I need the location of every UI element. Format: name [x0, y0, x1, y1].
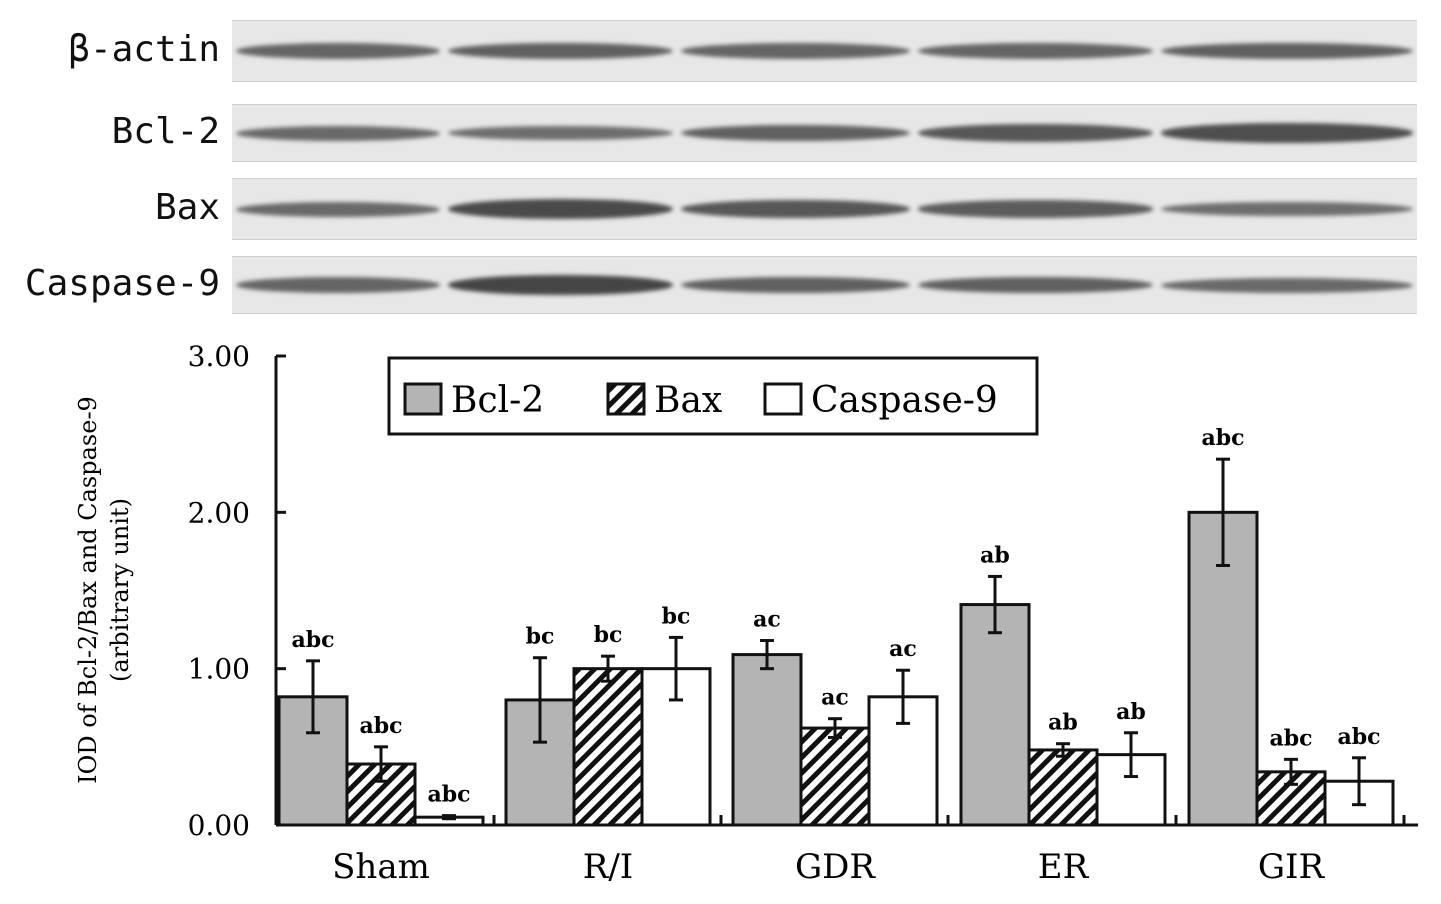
legend-swatch-bax [606, 382, 646, 416]
blot-band [681, 200, 910, 218]
blot-band [1161, 42, 1413, 60]
significance-label: abc [291, 627, 334, 653]
legend-label: Caspase-9 [811, 380, 998, 421]
significance-label: ac [821, 685, 849, 711]
significance-label: bc [594, 622, 623, 648]
blot-band [236, 43, 440, 59]
blot-band [448, 274, 673, 296]
bar-bax [799, 726, 871, 827]
blot-band [448, 199, 673, 219]
significance-label: abc [1337, 724, 1380, 750]
bar-bcl-2 [959, 603, 1031, 827]
significance-label: ac [753, 607, 781, 633]
significance-label: bc [662, 603, 691, 629]
significance-label: ab [1116, 699, 1146, 725]
blot-band [448, 42, 673, 60]
blot-band [918, 200, 1153, 218]
blot-band [236, 201, 440, 217]
significance-label: ab [1048, 710, 1078, 736]
legend-box [387, 356, 1039, 436]
blot-label: Caspase-9 [24, 263, 220, 304]
x-tick-label: GDR [795, 847, 876, 887]
blot-label: Bax [154, 187, 220, 228]
x-tick-label: Sham [332, 847, 430, 887]
blot-band [918, 43, 1153, 59]
blot-band [681, 276, 910, 294]
significance-label: abc [359, 713, 402, 739]
blot-strip [232, 104, 1417, 162]
x-tick-label: GIR [1258, 847, 1326, 887]
blot-band [918, 276, 1153, 294]
blot-band [1161, 277, 1413, 293]
y-tick-label: 2.00 [188, 496, 250, 529]
blot-strip [232, 256, 1417, 314]
blot-label: β-actin [68, 29, 220, 70]
blot-label: Bcl-2 [111, 111, 220, 152]
blot-band [1161, 123, 1413, 143]
significance-label: abc [1201, 425, 1244, 451]
bar-bax [572, 667, 644, 827]
blot-band [681, 43, 910, 59]
blot-band [448, 125, 673, 141]
legend-swatch-caspase-9 [763, 382, 803, 416]
blot-strip [232, 20, 1417, 82]
significance-label: bc [526, 624, 555, 650]
bar-bax [1027, 748, 1099, 827]
significance-label: abc [1269, 725, 1312, 751]
significance-label: abc [427, 782, 470, 808]
legend-label: Bcl-2 [451, 380, 544, 421]
legend-label: Bax [654, 380, 722, 421]
x-tick-label: ER [1038, 847, 1090, 887]
blot-band [918, 124, 1153, 142]
significance-label: ac [889, 636, 917, 662]
blot-band [681, 124, 910, 142]
y-tick-label: 0.00 [188, 809, 250, 842]
legend-swatch-bcl-2 [403, 382, 443, 416]
blot-band [236, 125, 440, 141]
y-tick-label: 1.00 [188, 653, 250, 686]
x-tick-label: R/I [583, 847, 634, 887]
blot-band [236, 277, 440, 293]
y-tick-label: 3.00 [188, 340, 250, 373]
blot-band [1161, 201, 1413, 217]
significance-label: ab [980, 542, 1010, 568]
y-axis-title: IOD of Bcl-2/Bax and Caspase-9 [74, 396, 102, 784]
y-axis-title-unit: (arbitrary unit) [106, 498, 134, 682]
bar-bcl-2 [731, 653, 803, 827]
blot-strip [232, 178, 1417, 240]
